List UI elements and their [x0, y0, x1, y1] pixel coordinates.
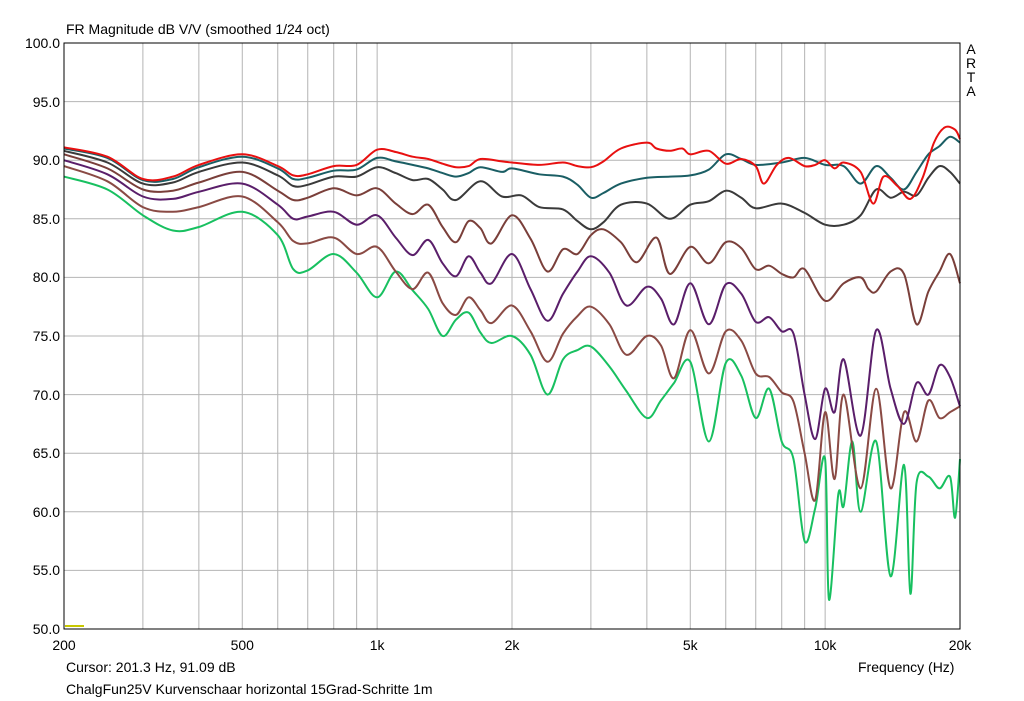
chart-title: FR Magnitude dB V/V (smoothed 1/24 oct): [66, 21, 330, 37]
y-tick-label: 85.0: [32, 210, 60, 227]
y-tick-label: 50.0: [32, 621, 60, 637]
y-tick-label: 65.0: [32, 445, 60, 462]
series-line: [63, 165, 961, 502]
y-tick-label: 70.0: [32, 386, 60, 403]
x-tick-label: 10k: [813, 637, 837, 653]
plot-frame: [63, 42, 961, 630]
series-line: [63, 125, 961, 205]
series-line: [63, 175, 961, 601]
series-line: [63, 135, 961, 199]
brand-letter: A: [966, 83, 976, 99]
chart-footnote: ChalgFun25V Kurvenschaar horizontal 15Gr…: [66, 681, 433, 697]
brand-letter: R: [965, 55, 977, 71]
x-tick-label: 500: [230, 637, 254, 653]
brand-letter: A: [966, 41, 976, 57]
y-tick-label: 75.0: [32, 328, 60, 344]
y-tick-label: 55.0: [32, 562, 60, 579]
x-tick-label: 20k: [948, 637, 972, 653]
x-tick-label: 5k: [682, 637, 698, 653]
brand-letter: T: [966, 69, 976, 85]
y-tick-label: 80.0: [32, 269, 60, 286]
x-tick-label: 200: [52, 637, 76, 653]
series-line: [63, 159, 961, 441]
y-tick-label: 60.0: [32, 503, 60, 520]
x-tick-label: 1k: [369, 637, 385, 653]
cursor-readout: Cursor: 201.3 Hz, 91.09 dB: [66, 659, 236, 675]
x-axis-label: Frequency (Hz): [858, 659, 955, 675]
y-tick-label: 95.0: [32, 93, 60, 110]
brand-watermark: A R T A: [964, 42, 978, 98]
y-tick-label: 90.0: [32, 152, 60, 169]
series-line: [63, 153, 961, 326]
x-tick-label: 2k: [504, 637, 520, 653]
series-layer: [63, 125, 961, 601]
y-tick-label: 100.0: [24, 35, 60, 51]
series-line: [63, 149, 961, 231]
